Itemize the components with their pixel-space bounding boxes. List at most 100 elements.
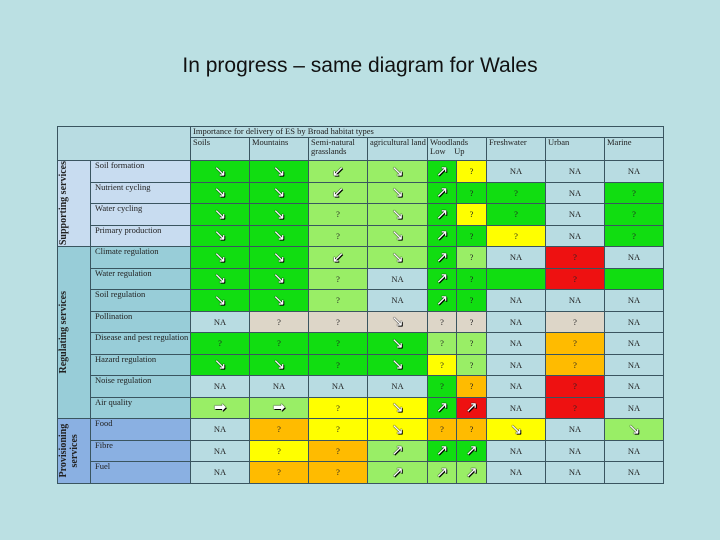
arrow-down-icon: ↘ xyxy=(272,269,286,288)
rating-cell: ↗ xyxy=(427,461,457,484)
arrow-down-icon: ↘ xyxy=(391,398,404,417)
cell-value: ? xyxy=(514,209,518,220)
arrow-down-icon: ↘ xyxy=(391,183,404,202)
cell-value: ? xyxy=(440,316,444,327)
cell-value: ? xyxy=(277,338,281,349)
cell-value: ? xyxy=(469,316,474,327)
rating-cell: ? xyxy=(456,181,487,204)
rating-cell: ↗ xyxy=(427,246,457,269)
cell-value: ? xyxy=(336,230,340,241)
cell-value: NA xyxy=(568,424,582,435)
rating-cell: ? xyxy=(190,332,250,355)
cell-value: ? xyxy=(632,209,636,220)
group-cell: Provisioning services xyxy=(57,418,91,484)
arrow-right-icon: ➡ xyxy=(213,398,227,417)
rating-cell: NA xyxy=(367,289,428,312)
rating-cell: ↙ xyxy=(308,246,368,269)
rating-cell: ↗ xyxy=(427,289,457,312)
rating-cell: ? xyxy=(545,332,605,355)
cell-value: NA xyxy=(627,381,641,392)
arrow-down-icon: ↘ xyxy=(391,312,404,331)
table-row: Fibre NA?? ↗ ↗ ↗ NA NA NA xyxy=(58,439,664,462)
rating-cell: ? xyxy=(456,375,487,398)
rating-cell: ? xyxy=(308,332,368,355)
rating-cell: ↘ xyxy=(367,332,428,355)
arrow-down-icon: ↘ xyxy=(272,161,286,180)
service-label: Fuel xyxy=(90,461,191,484)
cell-value: NA xyxy=(509,467,523,478)
rating-cell: NA xyxy=(190,418,250,441)
slide-title: In progress – same diagram for Wales xyxy=(182,54,538,77)
rating-cell: ? xyxy=(249,461,309,484)
rating-cell: ↙ xyxy=(308,160,368,183)
cell-value: ? xyxy=(336,316,340,327)
rating-cell: NA xyxy=(545,439,605,462)
group-label: Supporting services xyxy=(58,161,70,246)
table-row: Regulating services Climate regulation ↘ ↘ ↙… xyxy=(57,246,664,419)
rating-cell: NA xyxy=(604,160,664,183)
woodlands-up-label: Up xyxy=(454,146,465,156)
cell-value: NA xyxy=(509,381,523,392)
col-header-mountains: Mountains xyxy=(249,137,309,161)
cell-value: ? xyxy=(336,295,340,306)
rating-cell: NA xyxy=(486,396,546,419)
table-row: Fuel NA?? ↗ ↗ ↗ NA NA NA xyxy=(58,461,664,484)
cell-value: NA xyxy=(568,166,582,177)
rating-cell: ? xyxy=(545,267,605,290)
cell-value: ? xyxy=(336,273,340,284)
rating-cell: ↘ xyxy=(367,310,428,333)
cell-value: ? xyxy=(440,381,444,392)
table-row: Disease and pest regulation??? ↘?? NA? NA xyxy=(58,332,664,355)
arrow-down-icon: ↘ xyxy=(272,183,286,202)
arrow-up-icon: ↗ xyxy=(435,441,449,460)
rating-cell: ↘ xyxy=(249,224,309,247)
rating-cell: ? xyxy=(427,310,457,333)
cell-value: ? xyxy=(573,402,577,413)
rating-cell: ↘ xyxy=(249,246,309,269)
cell-value: NA xyxy=(568,295,582,306)
rating-cell: ? xyxy=(486,181,546,204)
arrow-down-icon: ↘ xyxy=(213,247,227,266)
rating-cell: NA xyxy=(308,375,368,398)
cell-value: ? xyxy=(336,467,340,478)
rating-cell: NA xyxy=(545,418,605,441)
service-label: Pollination xyxy=(90,310,191,333)
rating-cell: ➡ xyxy=(190,396,250,419)
cell-value: NA xyxy=(627,252,641,263)
cell-value: NA xyxy=(509,295,523,306)
service-label: Air quality xyxy=(90,396,191,419)
arrow-up-icon: ↗ xyxy=(465,462,478,481)
rating-cell xyxy=(604,267,664,290)
cell-value: NA xyxy=(272,381,286,392)
cell-value: ? xyxy=(469,273,474,284)
group-cell: Supporting services xyxy=(57,160,91,247)
arrow-left-icon: ↙ xyxy=(331,247,345,266)
table-row: Air quality ➡ ➡? ↘ ↗ ↗ NA? NA xyxy=(58,396,664,419)
ecosystem-services-table: Importance for delivery of ES by Broad h… xyxy=(57,126,664,484)
arrow-up-icon: ↗ xyxy=(465,398,478,417)
rating-cell: NA xyxy=(545,181,605,204)
rating-cell: ? xyxy=(456,203,487,226)
cell-value: NA xyxy=(568,209,582,220)
arrow-down-icon: ↘ xyxy=(272,290,286,309)
cell-value: ? xyxy=(469,187,474,198)
rating-cell: NA xyxy=(486,289,546,312)
arrow-down-icon: ↘ xyxy=(213,161,227,180)
rating-cell: ↗ xyxy=(367,461,428,484)
cell-value: NA xyxy=(509,166,523,177)
rating-cell: NA xyxy=(486,310,546,333)
rating-cell: NA xyxy=(486,353,546,376)
rating-cell: ? xyxy=(604,224,664,247)
rating-cell: ↗ xyxy=(456,461,487,484)
cell-value: NA xyxy=(509,402,523,413)
col-header-woodlands: Woodlands Low Up xyxy=(427,137,487,161)
cell-value: NA xyxy=(627,166,641,177)
arrow-up-icon: ↗ xyxy=(435,161,449,180)
arrow-up-icon: ↗ xyxy=(435,204,449,223)
rating-cell: ? xyxy=(545,246,605,269)
rating-cell: NA xyxy=(604,439,664,462)
arrow-up-icon: ↗ xyxy=(435,226,449,245)
rating-cell: ↗ xyxy=(427,203,457,226)
rating-cell: ↘ xyxy=(367,203,428,226)
rating-cell: ↗ xyxy=(367,439,428,462)
